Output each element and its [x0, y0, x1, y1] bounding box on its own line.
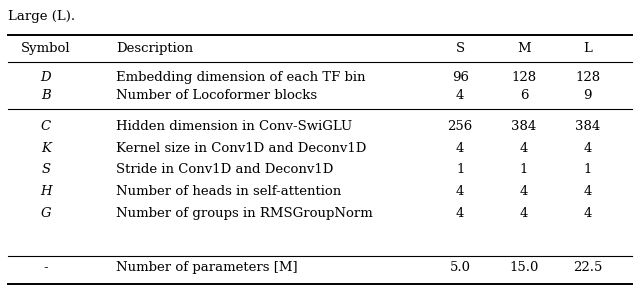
Text: Number of groups in RMSGroupNorm: Number of groups in RMSGroupNorm: [116, 207, 373, 220]
Text: H: H: [40, 185, 52, 198]
Text: 4: 4: [456, 185, 465, 198]
Text: Kernel size in Conv1D and Deconv1D: Kernel size in Conv1D and Deconv1D: [116, 142, 367, 155]
Text: 4: 4: [456, 142, 465, 155]
Text: 9: 9: [584, 88, 592, 102]
Text: 4: 4: [456, 88, 465, 102]
Text: 4: 4: [520, 207, 528, 220]
Text: 5.0: 5.0: [450, 262, 470, 274]
Text: 4: 4: [456, 207, 465, 220]
Text: 4: 4: [520, 142, 528, 155]
Text: Description: Description: [116, 42, 193, 56]
Text: 96: 96: [452, 71, 468, 84]
Text: 4: 4: [584, 142, 592, 155]
Text: 4: 4: [584, 185, 592, 198]
Text: Number of heads in self-attention: Number of heads in self-attention: [116, 185, 341, 198]
Text: S: S: [42, 164, 51, 177]
Text: 1: 1: [520, 164, 528, 177]
Text: 22.5: 22.5: [573, 262, 602, 274]
Text: Number of parameters [M]: Number of parameters [M]: [116, 262, 298, 274]
Text: K: K: [41, 142, 51, 155]
Text: L: L: [583, 42, 592, 56]
Text: Large (L).: Large (L).: [8, 10, 75, 23]
Text: C: C: [41, 120, 51, 133]
Text: 6: 6: [520, 88, 528, 102]
Text: M: M: [517, 42, 531, 56]
Text: 384: 384: [575, 120, 600, 133]
Text: 4: 4: [584, 207, 592, 220]
Text: B: B: [41, 88, 51, 102]
Text: D: D: [41, 71, 51, 84]
Text: 384: 384: [511, 120, 536, 133]
Text: 4: 4: [520, 185, 528, 198]
Text: Embedding dimension of each TF bin: Embedding dimension of each TF bin: [116, 71, 365, 84]
Text: 1: 1: [584, 164, 592, 177]
Text: G: G: [41, 207, 51, 220]
Text: Number of Locoformer blocks: Number of Locoformer blocks: [116, 88, 317, 102]
Text: 15.0: 15.0: [509, 262, 539, 274]
Text: 1: 1: [456, 164, 465, 177]
Text: 128: 128: [575, 71, 600, 84]
Text: 256: 256: [447, 120, 473, 133]
Text: 128: 128: [511, 71, 536, 84]
Text: -: -: [44, 262, 48, 274]
Text: Hidden dimension in Conv-SwiGLU: Hidden dimension in Conv-SwiGLU: [116, 120, 353, 133]
Text: Symbol: Symbol: [21, 42, 71, 56]
Text: Stride in Conv1D and Deconv1D: Stride in Conv1D and Deconv1D: [116, 164, 333, 177]
Text: S: S: [456, 42, 465, 56]
